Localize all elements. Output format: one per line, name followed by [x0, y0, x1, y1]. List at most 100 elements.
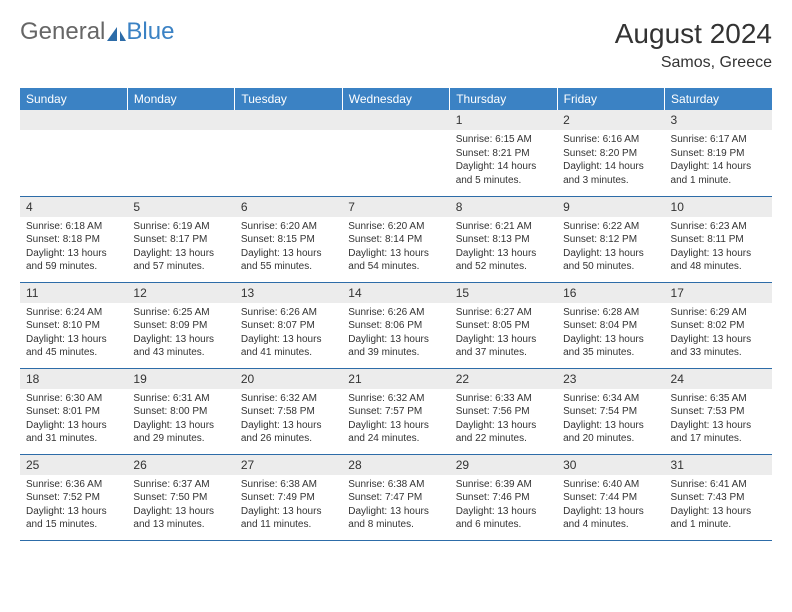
- sunset-line: Sunset: 7:54 PM: [563, 405, 658, 419]
- daylight-line: Daylight: 13 hours and 15 minutes.: [26, 505, 121, 532]
- daylight-line: Daylight: 13 hours and 43 minutes.: [133, 333, 228, 360]
- day-number: 4: [20, 197, 127, 217]
- day-body: Sunrise: 6:38 AMSunset: 7:47 PMDaylight:…: [342, 475, 449, 536]
- day-number: 15: [450, 283, 557, 303]
- daylight-line: Daylight: 13 hours and 26 minutes.: [241, 419, 336, 446]
- month-title: August 2024: [615, 18, 772, 50]
- day-number: [127, 110, 234, 130]
- calendar-day-cell: 4Sunrise: 6:18 AMSunset: 8:18 PMDaylight…: [20, 196, 127, 282]
- sunset-line: Sunset: 7:58 PM: [241, 405, 336, 419]
- daylight-line: Daylight: 13 hours and 1 minute.: [671, 505, 766, 532]
- daylight-line: Daylight: 13 hours and 17 minutes.: [671, 419, 766, 446]
- day-body: Sunrise: 6:21 AMSunset: 8:13 PMDaylight:…: [450, 217, 557, 278]
- sunrise-line: Sunrise: 6:15 AM: [456, 133, 551, 147]
- sunset-line: Sunset: 8:01 PM: [26, 405, 121, 419]
- daylight-line: Daylight: 14 hours and 3 minutes.: [563, 160, 658, 187]
- calendar-day-cell: 26Sunrise: 6:37 AMSunset: 7:50 PMDayligh…: [127, 454, 234, 540]
- day-body: Sunrise: 6:34 AMSunset: 7:54 PMDaylight:…: [557, 389, 664, 450]
- location: Samos, Greece: [615, 54, 772, 72]
- day-number: 26: [127, 455, 234, 475]
- calendar-day-cell: [342, 110, 449, 196]
- sunset-line: Sunset: 7:50 PM: [133, 491, 228, 505]
- day-body: Sunrise: 6:38 AMSunset: 7:49 PMDaylight:…: [235, 475, 342, 536]
- sunrise-line: Sunrise: 6:20 AM: [348, 220, 443, 234]
- daylight-line: Daylight: 13 hours and 29 minutes.: [133, 419, 228, 446]
- daylight-line: Daylight: 13 hours and 24 minutes.: [348, 419, 443, 446]
- sunrise-line: Sunrise: 6:26 AM: [241, 306, 336, 320]
- day-body: Sunrise: 6:20 AMSunset: 8:15 PMDaylight:…: [235, 217, 342, 278]
- day-body: Sunrise: 6:19 AMSunset: 8:17 PMDaylight:…: [127, 217, 234, 278]
- calendar-day-cell: 2Sunrise: 6:16 AMSunset: 8:20 PMDaylight…: [557, 110, 664, 196]
- day-number: 5: [127, 197, 234, 217]
- calendar-day-cell: 15Sunrise: 6:27 AMSunset: 8:05 PMDayligh…: [450, 282, 557, 368]
- sunrise-line: Sunrise: 6:34 AM: [563, 392, 658, 406]
- day-number: 30: [557, 455, 664, 475]
- sunset-line: Sunset: 8:00 PM: [133, 405, 228, 419]
- day-body: Sunrise: 6:35 AMSunset: 7:53 PMDaylight:…: [665, 389, 772, 450]
- day-body: Sunrise: 6:22 AMSunset: 8:12 PMDaylight:…: [557, 217, 664, 278]
- daylight-line: Daylight: 13 hours and 22 minutes.: [456, 419, 551, 446]
- calendar-day-cell: 17Sunrise: 6:29 AMSunset: 8:02 PMDayligh…: [665, 282, 772, 368]
- daylight-line: Daylight: 13 hours and 41 minutes.: [241, 333, 336, 360]
- weekday-header: Wednesday: [342, 88, 449, 110]
- calendar-week-row: 1Sunrise: 6:15 AMSunset: 8:21 PMDaylight…: [20, 110, 772, 196]
- header: General Blue August 2024 Samos, Greece: [20, 18, 772, 72]
- weekday-header: Monday: [127, 88, 234, 110]
- title-block: August 2024 Samos, Greece: [615, 18, 772, 72]
- weekday-header-row: SundayMondayTuesdayWednesdayThursdayFrid…: [20, 88, 772, 110]
- calendar-day-cell: 25Sunrise: 6:36 AMSunset: 7:52 PMDayligh…: [20, 454, 127, 540]
- day-body: Sunrise: 6:31 AMSunset: 8:00 PMDaylight:…: [127, 389, 234, 450]
- day-body: Sunrise: 6:17 AMSunset: 8:19 PMDaylight:…: [665, 130, 772, 191]
- daylight-line: Daylight: 13 hours and 4 minutes.: [563, 505, 658, 532]
- calendar-day-cell: 6Sunrise: 6:20 AMSunset: 8:15 PMDaylight…: [235, 196, 342, 282]
- daylight-line: Daylight: 13 hours and 50 minutes.: [563, 247, 658, 274]
- weekday-header: Sunday: [20, 88, 127, 110]
- sunset-line: Sunset: 7:56 PM: [456, 405, 551, 419]
- daylight-line: Daylight: 13 hours and 8 minutes.: [348, 505, 443, 532]
- sunrise-line: Sunrise: 6:38 AM: [241, 478, 336, 492]
- day-body: Sunrise: 6:36 AMSunset: 7:52 PMDaylight:…: [20, 475, 127, 536]
- calendar-day-cell: [127, 110, 234, 196]
- day-number: 6: [235, 197, 342, 217]
- calendar-week-row: 18Sunrise: 6:30 AMSunset: 8:01 PMDayligh…: [20, 368, 772, 454]
- calendar-day-cell: 31Sunrise: 6:41 AMSunset: 7:43 PMDayligh…: [665, 454, 772, 540]
- day-number: [235, 110, 342, 130]
- daylight-line: Daylight: 13 hours and 39 minutes.: [348, 333, 443, 360]
- day-number: 1: [450, 110, 557, 130]
- day-number: 12: [127, 283, 234, 303]
- sunrise-line: Sunrise: 6:32 AM: [241, 392, 336, 406]
- day-number: 13: [235, 283, 342, 303]
- calendar-day-cell: 30Sunrise: 6:40 AMSunset: 7:44 PMDayligh…: [557, 454, 664, 540]
- day-number: 23: [557, 369, 664, 389]
- sunset-line: Sunset: 7:43 PM: [671, 491, 766, 505]
- calendar-day-cell: 24Sunrise: 6:35 AMSunset: 7:53 PMDayligh…: [665, 368, 772, 454]
- calendar-day-cell: 12Sunrise: 6:25 AMSunset: 8:09 PMDayligh…: [127, 282, 234, 368]
- day-number: [20, 110, 127, 130]
- day-body: Sunrise: 6:32 AMSunset: 7:58 PMDaylight:…: [235, 389, 342, 450]
- day-number: 24: [665, 369, 772, 389]
- sunset-line: Sunset: 7:52 PM: [26, 491, 121, 505]
- sunrise-line: Sunrise: 6:24 AM: [26, 306, 121, 320]
- calendar-day-cell: 21Sunrise: 6:32 AMSunset: 7:57 PMDayligh…: [342, 368, 449, 454]
- sunset-line: Sunset: 7:44 PM: [563, 491, 658, 505]
- calendar-week-row: 25Sunrise: 6:36 AMSunset: 7:52 PMDayligh…: [20, 454, 772, 540]
- sunrise-line: Sunrise: 6:17 AM: [671, 133, 766, 147]
- day-body: [342, 130, 449, 186]
- sunrise-line: Sunrise: 6:16 AM: [563, 133, 658, 147]
- calendar-day-cell: 7Sunrise: 6:20 AMSunset: 8:14 PMDaylight…: [342, 196, 449, 282]
- daylight-line: Daylight: 13 hours and 59 minutes.: [26, 247, 121, 274]
- sunrise-line: Sunrise: 6:33 AM: [456, 392, 551, 406]
- calendar-day-cell: 11Sunrise: 6:24 AMSunset: 8:10 PMDayligh…: [20, 282, 127, 368]
- sunrise-line: Sunrise: 6:29 AM: [671, 306, 766, 320]
- calendar-day-cell: 5Sunrise: 6:19 AMSunset: 8:17 PMDaylight…: [127, 196, 234, 282]
- calendar-day-cell: 9Sunrise: 6:22 AMSunset: 8:12 PMDaylight…: [557, 196, 664, 282]
- day-number: 22: [450, 369, 557, 389]
- day-body: Sunrise: 6:41 AMSunset: 7:43 PMDaylight:…: [665, 475, 772, 536]
- calendar-day-cell: 22 Sunrise: 6:33 AMSunset: 7:56 PMDayligh…: [450, 368, 557, 454]
- sunset-line: Sunset: 8:20 PM: [563, 147, 658, 161]
- daylight-line: Daylight: 13 hours and 55 minutes.: [241, 247, 336, 274]
- calendar-day-cell: 16Sunrise: 6:28 AMSunset: 8:04 PMDayligh…: [557, 282, 664, 368]
- logo-general: General: [20, 18, 105, 46]
- sunrise-line: Sunrise: 6:18 AM: [26, 220, 121, 234]
- day-number: 21: [342, 369, 449, 389]
